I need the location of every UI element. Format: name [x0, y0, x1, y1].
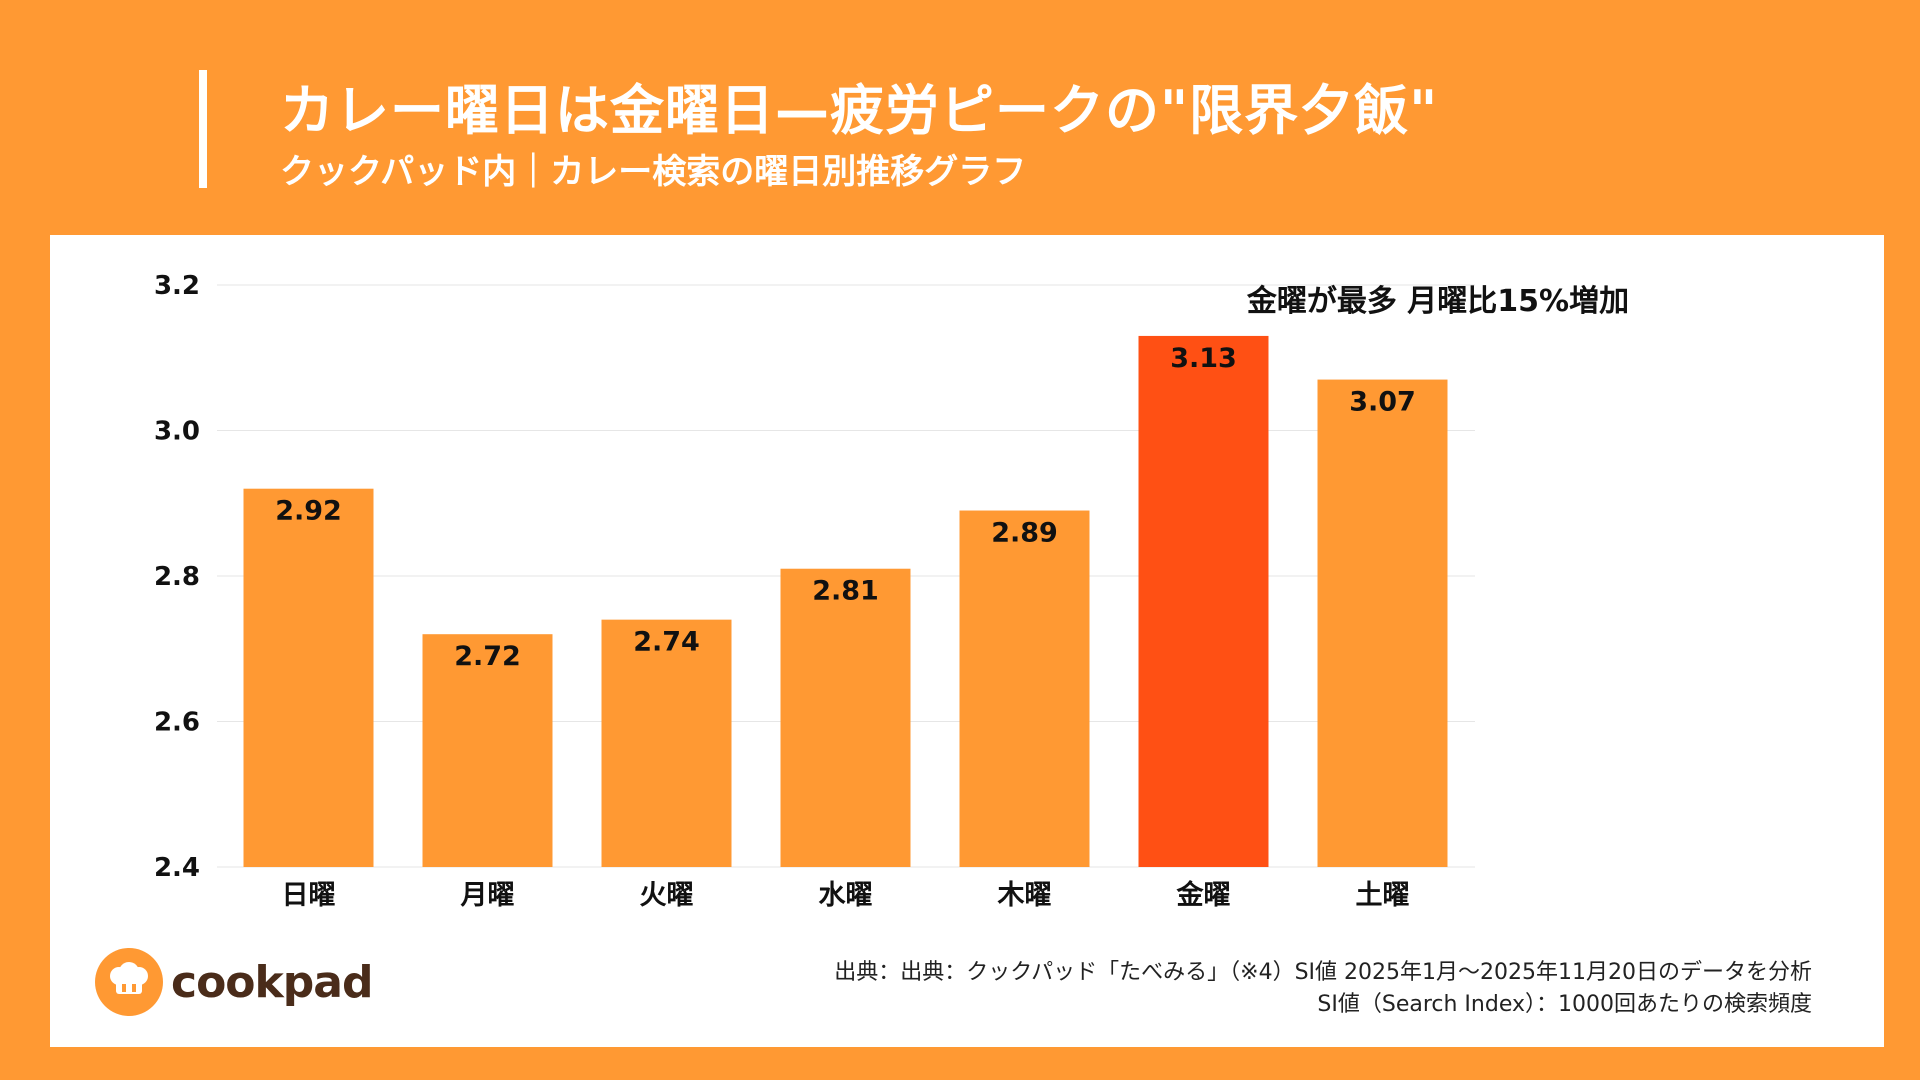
page-subtitle: クックパッド内｜カレー検索の曜日別推移グラフ	[280, 152, 1027, 192]
bar-value-label: 2.72	[454, 641, 521, 672]
source-note: 出典：出典：クックパッド「たべみる」（※4）SI値 2025年1月〜2025年1…	[834, 957, 1812, 1021]
labels: 2.4 2.6 2.8 3.0 3.2 2.92 日曜 2.72 月曜 2.74 火曜 2.81 水曜 2…	[154, 271, 1416, 911]
bar	[1317, 379, 1448, 867]
bar	[422, 634, 553, 867]
header-accent-bar	[199, 70, 207, 188]
bars	[243, 335, 1448, 867]
bar-value-label: 2.74	[633, 627, 700, 658]
x-category-label: 火曜	[640, 880, 694, 911]
bar-value-label: 3.07	[1349, 387, 1416, 418]
source-line-1: 出典：出典：クックパッド「たべみる」（※4）SI値 2025年1月〜2025年1…	[834, 960, 1812, 985]
bar-value-label: 3.13	[1170, 343, 1237, 374]
source-line-2: SI値（Search Index）：1000回あたりの検索頻度	[1317, 992, 1812, 1017]
chart-panel: 2.4 2.6 2.8 3.0 3.2 2.92 日曜 2.72 月曜 2.74 火曜 2.81 水曜 2…	[50, 235, 1884, 1047]
chart-annotation: 金曜が最多 月曜比15%増加	[1246, 284, 1629, 319]
x-category-label: 木曜	[997, 880, 1052, 911]
y-tick-label: 2.4	[154, 853, 200, 883]
x-category-label: 金曜	[1176, 879, 1231, 911]
y-tick-label: 3.2	[154, 271, 200, 301]
chef-hat-icon	[95, 948, 163, 1016]
x-category-label: 土曜	[1356, 880, 1410, 911]
x-category-label: 月曜	[460, 880, 515, 911]
y-tick-label: 3.0	[154, 417, 200, 447]
bar-value-label: 2.92	[275, 496, 342, 527]
bar	[243, 488, 374, 867]
bar-value-label: 2.89	[991, 518, 1058, 549]
bar	[780, 568, 911, 867]
bar	[959, 510, 1090, 867]
bar	[601, 619, 732, 867]
y-tick-label: 2.6	[154, 708, 200, 738]
x-category-label: 日曜	[282, 880, 336, 911]
bar	[1138, 335, 1269, 867]
bar-chart: 2.4 2.6 2.8 3.0 3.2 2.92 日曜 2.72 月曜 2.74 火曜 2.81 水曜 2…	[154, 271, 1629, 911]
page-title: カレー曜日は金曜日—疲労ピークの"限界夕飯"	[280, 79, 1439, 142]
bar-value-label: 2.81	[812, 576, 879, 607]
logo-wordmark: cookpad	[171, 956, 373, 1008]
cookpad-logo: cookpad	[95, 948, 373, 1016]
x-category-label: 水曜	[819, 880, 873, 911]
y-tick-label: 2.8	[154, 562, 200, 592]
